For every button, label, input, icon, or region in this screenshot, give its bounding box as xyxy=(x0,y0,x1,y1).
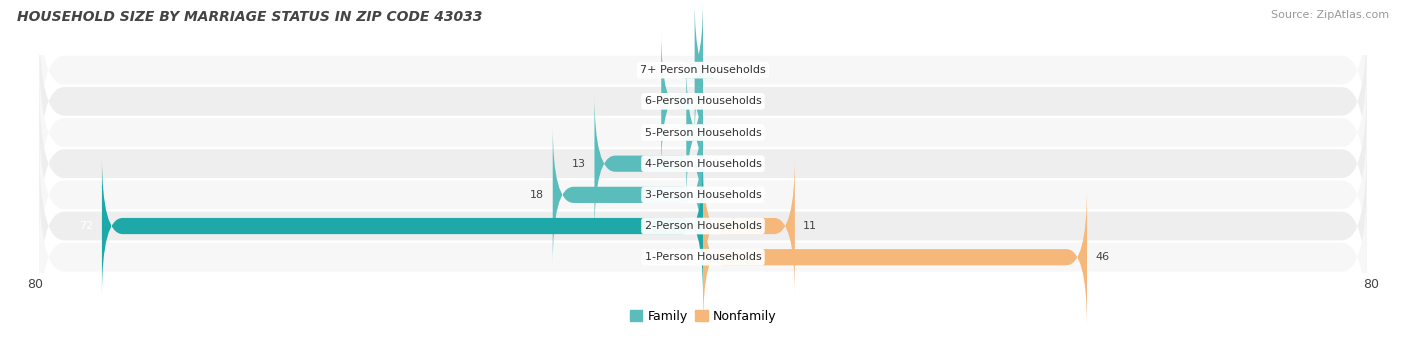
FancyBboxPatch shape xyxy=(595,94,703,234)
FancyBboxPatch shape xyxy=(101,156,703,296)
Text: 4-Person Households: 4-Person Households xyxy=(644,159,762,169)
FancyBboxPatch shape xyxy=(39,53,1367,212)
Text: 0: 0 xyxy=(711,190,718,200)
Text: 5: 5 xyxy=(645,96,652,106)
Text: 0: 0 xyxy=(711,159,718,169)
FancyBboxPatch shape xyxy=(682,0,716,140)
Text: 0: 0 xyxy=(711,128,718,137)
Text: 1: 1 xyxy=(679,65,686,75)
FancyBboxPatch shape xyxy=(703,156,794,296)
Text: 11: 11 xyxy=(803,221,817,231)
Text: 46: 46 xyxy=(1095,252,1109,262)
FancyBboxPatch shape xyxy=(39,85,1367,243)
FancyBboxPatch shape xyxy=(703,187,1087,327)
FancyBboxPatch shape xyxy=(682,63,707,202)
Text: 13: 13 xyxy=(572,159,586,169)
FancyBboxPatch shape xyxy=(661,31,703,171)
Legend: Family, Nonfamily: Family, Nonfamily xyxy=(624,305,782,328)
Text: 6-Person Households: 6-Person Households xyxy=(644,96,762,106)
Text: HOUSEHOLD SIZE BY MARRIAGE STATUS IN ZIP CODE 43033: HOUSEHOLD SIZE BY MARRIAGE STATUS IN ZIP… xyxy=(17,10,482,24)
Text: 18: 18 xyxy=(530,190,544,200)
FancyBboxPatch shape xyxy=(39,0,1367,149)
FancyBboxPatch shape xyxy=(39,116,1367,274)
Text: 0: 0 xyxy=(711,65,718,75)
Text: 0: 0 xyxy=(688,252,695,262)
Text: 72: 72 xyxy=(79,221,94,231)
Text: 5-Person Households: 5-Person Households xyxy=(644,128,762,137)
Text: 1-Person Households: 1-Person Households xyxy=(644,252,762,262)
Text: 2-Person Households: 2-Person Households xyxy=(644,221,762,231)
FancyBboxPatch shape xyxy=(39,147,1367,305)
Text: 7+ Person Households: 7+ Person Households xyxy=(640,65,766,75)
FancyBboxPatch shape xyxy=(39,178,1367,337)
FancyBboxPatch shape xyxy=(553,125,703,265)
Text: 2: 2 xyxy=(671,128,678,137)
Text: 3-Person Households: 3-Person Households xyxy=(644,190,762,200)
Text: Source: ZipAtlas.com: Source: ZipAtlas.com xyxy=(1271,10,1389,20)
FancyBboxPatch shape xyxy=(39,22,1367,180)
Text: 0: 0 xyxy=(711,96,718,106)
